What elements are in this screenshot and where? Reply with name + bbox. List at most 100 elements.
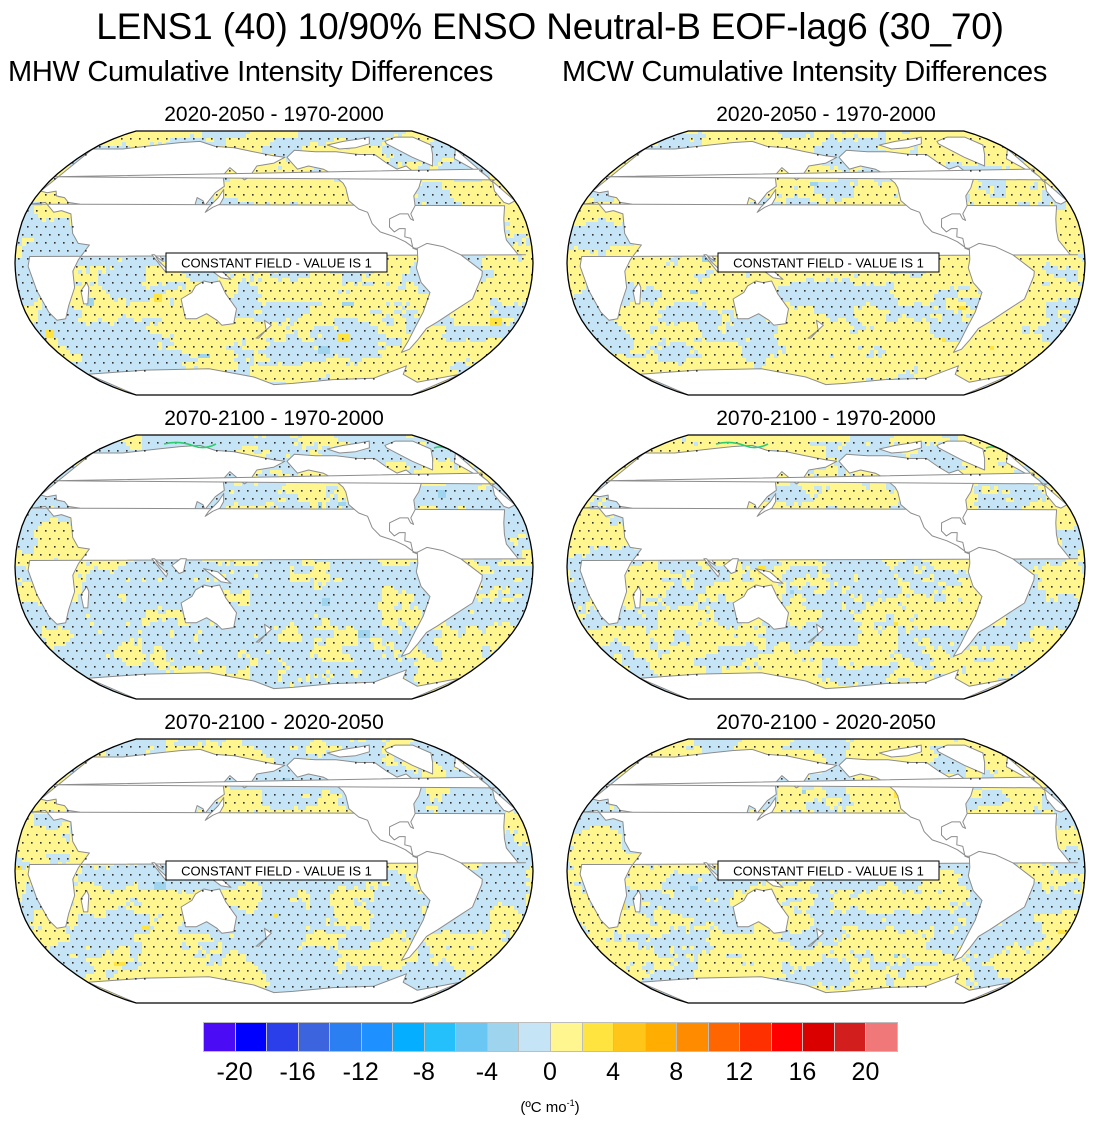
colorbar-tick-label: 16 (788, 1058, 817, 1086)
constant-field-label: CONSTANT FIELD - VALUE IS 1 (165, 252, 388, 273)
land-australia (732, 584, 789, 630)
label-box (165, 252, 388, 273)
map-panel-mhw-2020-2050: CONSTANT FIELD - VALUE IS 1 (14, 130, 534, 396)
colorbar-box (203, 1022, 236, 1052)
land-arctic_isl (878, 440, 922, 454)
land-australia (180, 584, 237, 630)
colorbar-box (739, 1022, 772, 1052)
map-outline (566, 130, 1086, 396)
map-panel-mhw-2070-vs-2020: CONSTANT FIELD - VALUE IS 1 (14, 738, 534, 1004)
land-masses (579, 136, 1078, 395)
land-masses (579, 440, 1078, 699)
land-madagascar (80, 890, 90, 913)
land-arctic_isl (878, 744, 922, 758)
colorbar-tick-label: -20 (216, 1058, 253, 1086)
map-outline (14, 434, 534, 700)
colorbar-box (518, 1022, 551, 1052)
colorbar-box (613, 1022, 646, 1052)
land-indonesia1 (703, 254, 721, 274)
land-greenland (936, 136, 986, 167)
land-s_america (952, 242, 1035, 353)
colorbar-box (865, 1022, 898, 1052)
land-madagascar (632, 890, 642, 913)
colorbar-box (423, 1022, 457, 1052)
map-panel-mcw-2020-2050: CONSTANT FIELD - VALUE IS 1 (566, 130, 1086, 396)
land-arctic_isl (878, 136, 922, 150)
constant-field-label: CONSTANT FIELD - VALUE IS 1 (165, 860, 388, 881)
ocean-field (567, 435, 1085, 699)
colorbar-box (707, 1022, 741, 1052)
land-masses (27, 744, 526, 1003)
label-text: CONSTANT FIELD - VALUE IS 1 (181, 256, 372, 271)
panel-title: 2020-2050 - 1970-2000 (716, 103, 936, 126)
land-greenland (936, 744, 986, 775)
land-arctic_isl (326, 440, 370, 454)
land-madagascar (80, 586, 90, 609)
units-close: ) (574, 1099, 580, 1116)
land-madagascar (632, 282, 642, 305)
colorbar-box (297, 1022, 331, 1052)
land-greenland (384, 440, 434, 471)
colorbar-tick-label: -4 (475, 1058, 499, 1086)
land-masses (27, 136, 526, 395)
colorbar-box (802, 1022, 835, 1052)
ocean-field (15, 739, 533, 1003)
land-s_america (400, 546, 483, 657)
constant-field-label: CONSTANT FIELD - VALUE IS 1 (717, 860, 940, 881)
column-title-mhw: MHW Cumulative Intensity Differences (8, 56, 494, 88)
colorbar-box (329, 1022, 362, 1052)
map-panel-mcw-2070-2100 (566, 434, 1086, 700)
land-indonesia1 (703, 862, 721, 882)
land-borneo (723, 558, 739, 574)
land-japan (204, 493, 225, 517)
colorbar-box (234, 1022, 268, 1052)
colorbar-box (644, 1022, 678, 1052)
colorbar-box (486, 1022, 520, 1052)
land-arctic_isl (326, 744, 370, 758)
land-s_america (400, 850, 483, 961)
colorbar-tick-label: 0 (543, 1058, 557, 1086)
map-outline (14, 130, 534, 396)
land-greenland (936, 440, 986, 471)
land-greenland (384, 744, 434, 775)
land-indonesia1 (703, 558, 721, 578)
land-uk (605, 168, 1048, 182)
map-panel-mcw-2070-vs-2020: CONSTANT FIELD - VALUE IS 1 (566, 738, 1086, 1004)
land-uk (53, 168, 496, 182)
colorbar-box (676, 1022, 709, 1052)
panel-title: 2070-2100 - 2020-2050 (716, 711, 936, 734)
panel-title: 2070-2100 - 1970-2000 (716, 407, 936, 430)
colorbar-box (455, 1022, 488, 1052)
map-outline (566, 738, 1086, 1004)
significance-stippling (570, 442, 1085, 699)
land-arctic_isl (326, 136, 370, 150)
land-indonesia1 (151, 254, 169, 274)
land-indonesia1 (151, 558, 169, 578)
land-newguinea (755, 568, 784, 584)
constant-field-label: CONSTANT FIELD - VALUE IS 1 (717, 252, 940, 273)
colorbar-tick-label: 4 (606, 1058, 621, 1086)
label-box (717, 860, 940, 881)
land-s_america (400, 242, 483, 353)
significance-stippling (18, 442, 533, 699)
land-australia (732, 280, 789, 326)
units-text: (ºC mo (520, 1099, 567, 1116)
column-title-mcw: MCW Cumulative Intensity Differences (562, 56, 1048, 88)
land-uk (605, 776, 1048, 790)
map-outline (566, 434, 1086, 700)
land-japan (756, 797, 777, 821)
panel-title: 2070-2100 - 1970-2000 (164, 407, 384, 430)
colorbar-tick-label: 20 (851, 1058, 880, 1086)
colorbar-tick-label: 12 (725, 1058, 754, 1086)
panel-title: 2020-2050 - 1970-2000 (164, 103, 384, 126)
label-text: CONSTANT FIELD - VALUE IS 1 (733, 256, 924, 271)
colorbar-tick-label: -12 (342, 1058, 379, 1086)
label-text: CONSTANT FIELD - VALUE IS 1 (181, 864, 372, 879)
map-panel-mhw-2070-2100 (14, 434, 534, 700)
label-box (717, 252, 940, 273)
colorbar-box (360, 1022, 394, 1052)
label-text: CONSTANT FIELD - VALUE IS 1 (733, 864, 924, 879)
land-japan (204, 189, 225, 213)
land-uk (53, 776, 496, 790)
land-indonesia1 (151, 862, 169, 882)
